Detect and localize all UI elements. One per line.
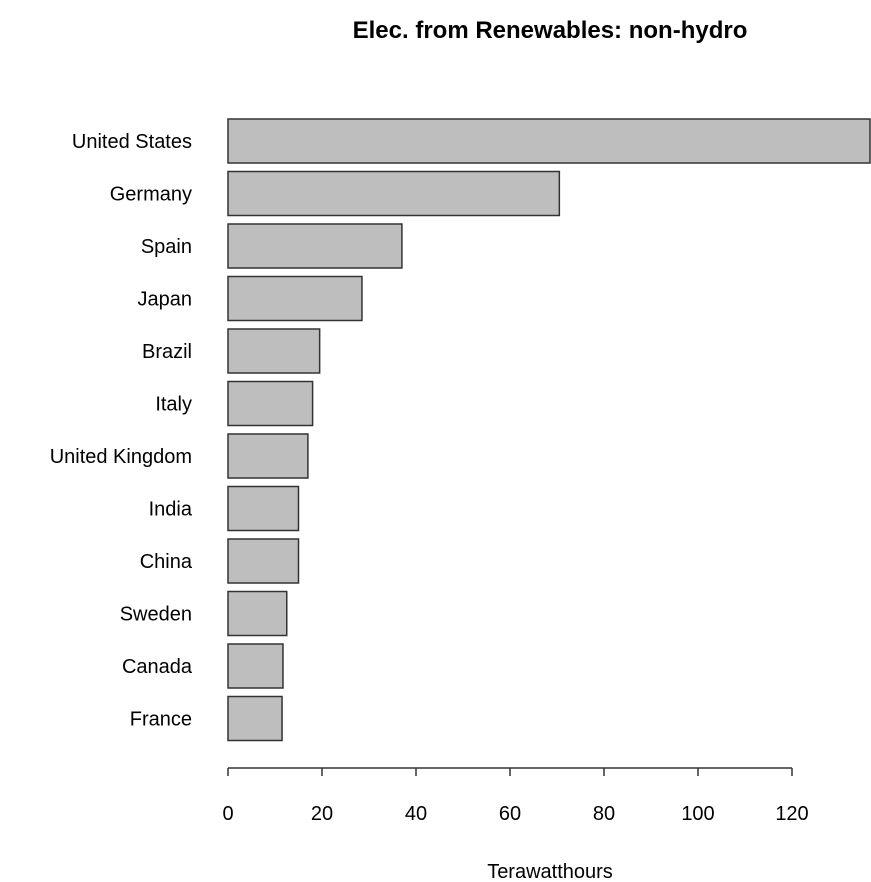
bar-germany <box>227 170 561 217</box>
category-label-sweden: Sweden <box>120 604 192 626</box>
x-tick-label-80: 80 <box>593 803 615 825</box>
bar-italy <box>227 380 314 427</box>
category-label-china: China <box>140 551 193 573</box>
category-label-japan: Japan <box>138 289 193 311</box>
bar-canada <box>227 643 284 689</box>
category-label-united-states: United States <box>72 131 192 153</box>
category-label-spain: Spain <box>141 236 192 258</box>
bar-brazil <box>227 328 321 374</box>
category-label-united-kingdom: United Kingdom <box>50 446 192 468</box>
x-tick-label-0: 0 <box>222 803 233 825</box>
x-tick-label-100: 100 <box>681 803 714 825</box>
category-label-france: France <box>130 709 192 731</box>
x-tick-label-20: 20 <box>311 803 333 825</box>
chart-title: Elec. from Renewables: non-hydro <box>353 17 748 44</box>
bar-united-kingdom <box>227 433 309 479</box>
bar-japan <box>227 275 363 322</box>
x-tick-label-60: 60 <box>499 803 521 825</box>
category-label-germany: Germany <box>110 184 192 206</box>
x-axis-label: Terawatthours <box>487 861 613 882</box>
bars-group <box>227 118 871 742</box>
bar-united-states <box>227 118 871 164</box>
category-label-brazil: Brazil <box>142 341 192 363</box>
bar-france <box>227 695 283 742</box>
x-tick-label-120: 120 <box>775 803 808 825</box>
x-tick-label-40: 40 <box>405 803 427 825</box>
bar-china <box>227 538 300 584</box>
bar-india <box>227 485 300 532</box>
category-labels: United States Germany Spain Japan Brazil Ital… <box>50 131 193 731</box>
category-label-italy: Italy <box>155 394 192 416</box>
bar-spain <box>227 223 403 269</box>
category-label-canada: Canada <box>122 656 193 678</box>
bar-sweden <box>227 590 288 637</box>
x-axis: 0 20 40 60 80 100 120 <box>222 767 809 825</box>
category-label-india: India <box>149 499 193 521</box>
